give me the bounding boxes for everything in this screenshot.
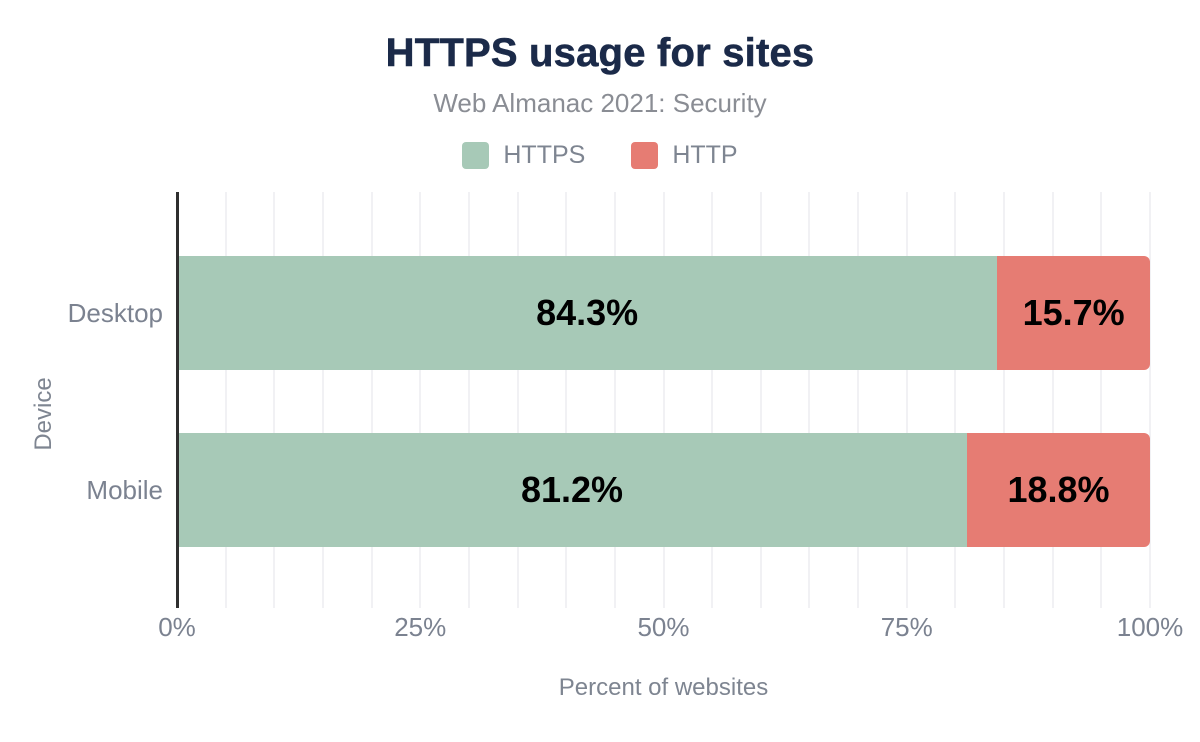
x-tick-label-75: 75% [880, 612, 933, 642]
legend-item-https: HTTPS [462, 142, 585, 169]
category-label-mobile: Mobile [86, 474, 163, 505]
gridline-30 [467, 192, 470, 608]
y-axis-line [176, 192, 179, 608]
x-tick-label-0: 0% [158, 612, 196, 642]
gridline-55 [711, 192, 714, 608]
legend-swatch-http [631, 142, 659, 169]
gridline-20 [370, 192, 373, 608]
plot-area: 84.3% 15.7% 81.2% 18.8% [176, 192, 1151, 608]
bar-row-desktop: 84.3% 15.7% [177, 256, 1150, 370]
x-tick-label-50: 50% [637, 612, 690, 642]
gridline-70 [857, 192, 860, 608]
bar-value-label: 84.3% [536, 292, 639, 333]
legend-label: HTTPS [503, 141, 586, 169]
x-axis-title: Percent of websites [558, 674, 769, 701]
bar-segment-mobile-http: 18.8% [967, 433, 1150, 547]
gridline-95 [1100, 192, 1103, 608]
y-axis-title: Device [30, 377, 57, 451]
gridline-100 [1149, 192, 1151, 608]
gridline-60 [759, 192, 762, 608]
bar-value-label: 18.8% [1007, 469, 1110, 510]
x-tick-label-100: 100% [1116, 612, 1184, 642]
gridline-15 [321, 192, 324, 608]
gridline-45 [613, 192, 616, 608]
legend: HTTPS HTTP [0, 142, 1200, 169]
gridline-90 [1051, 192, 1054, 608]
bar-segment-desktop-https: 84.3% [177, 256, 998, 370]
gridline-35 [516, 192, 519, 608]
gridline-50 [662, 192, 665, 608]
legend-swatch-https [462, 142, 490, 169]
gridline-5 [224, 192, 227, 608]
bar-value-label: 81.2% [520, 469, 624, 510]
gridline-10 [273, 192, 276, 608]
x-tick-label-25: 25% [394, 612, 447, 642]
legend-item-http: HTTP [631, 141, 738, 169]
bar-segment-mobile-https: 81.2% [177, 433, 968, 547]
legend-label: HTTP [672, 141, 738, 169]
category-label-desktop: Desktop [67, 297, 163, 328]
gridline-40 [565, 192, 568, 608]
bar-segment-desktop-http: 15.7% [997, 256, 1150, 370]
bar-row-mobile: 81.2% 18.8% [177, 433, 1150, 547]
gridline-25 [419, 192, 422, 608]
gridline-75 [905, 192, 908, 608]
bar-value-label: 15.7% [1022, 292, 1125, 333]
gridline-80 [954, 192, 957, 608]
gridline-65 [808, 192, 811, 608]
gridline-85 [1003, 192, 1006, 608]
chart-subtitle: Web Almanac 2021: Security [433, 88, 767, 118]
chart-title: HTTPS usage for sites [385, 31, 815, 76]
